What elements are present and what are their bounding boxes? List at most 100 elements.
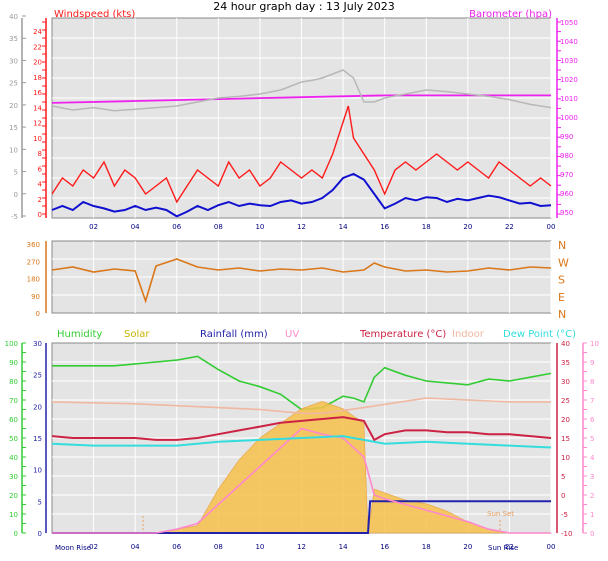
- wind-series-pressure: [51, 94, 551, 104]
- barometer-tick-label: 1020: [560, 76, 578, 84]
- direction-compass-label: N: [558, 239, 566, 252]
- direction-series: [51, 258, 552, 304]
- wind-outer-tick-label: 0: [14, 191, 18, 199]
- wind-x-tick-label: 08: [214, 223, 223, 231]
- series-dew-point-c-: [51, 435, 552, 449]
- series-uv: [52, 427, 551, 534]
- humidity-tick-label: 20: [9, 492, 18, 500]
- rainfall-tick-label: 0: [38, 530, 42, 538]
- wind-x-tick-label: 16: [380, 223, 389, 231]
- uv-tick-label: 4: [590, 454, 595, 462]
- wind-speed-tick-label: 0: [38, 211, 42, 219]
- humidity-tick-label: 80: [9, 378, 18, 386]
- wind-x-tick-label: 06: [172, 223, 181, 231]
- barometer-tick-label: 950: [560, 209, 573, 217]
- temp-tick-label: 0: [561, 492, 565, 500]
- temp-tick-label: 15: [561, 435, 570, 443]
- wind-x-tick-label: 10: [255, 223, 264, 231]
- temp-tick-label: -10: [561, 530, 572, 538]
- wind-outer-tick-label: 40: [9, 13, 18, 21]
- legend-entry: Humidity: [57, 329, 102, 340]
- uv-tick-label: 10: [590, 340, 599, 348]
- temp-tick-label: 20: [561, 416, 570, 424]
- wind-x-tick-label: 20: [463, 223, 472, 231]
- temperature-x-tick-label: 22: [505, 543, 514, 551]
- direction-tick-label: 90: [31, 293, 40, 301]
- rainfall-tick-label: 5: [38, 498, 42, 506]
- temperature-x-tick-label: 16: [380, 543, 389, 551]
- uv-tick-label: 8: [590, 378, 594, 386]
- wind-x-tick-label: 22: [505, 223, 514, 231]
- wind-x-tick-label: 04: [131, 223, 140, 231]
- temperature-x-tick-label: 00: [547, 543, 556, 551]
- wind-speed-tick-label: 22: [33, 43, 42, 51]
- rainfall-tick-label: 15: [33, 435, 42, 443]
- temp-tick-label: -5: [561, 511, 568, 519]
- series-rainfall-mm-: [52, 500, 551, 534]
- wind-speed-tick-label: 4: [38, 181, 43, 189]
- humidity-tick-label: 60: [9, 416, 18, 424]
- temperature-x-tick-label: 04: [131, 543, 140, 551]
- temp-tick-label: 40: [561, 340, 570, 348]
- humidity-tick-label: 40: [9, 454, 18, 462]
- uv-tick-label: 0: [590, 530, 594, 538]
- direction-compass-label: N: [558, 308, 566, 321]
- barometer-tick-label: 1050: [560, 19, 578, 27]
- moon-rise-label: Moon Rise: [55, 544, 91, 552]
- temperature-x-tick-label: 14: [339, 543, 348, 551]
- chart-title: 24 hour graph day : 13 July 2023: [213, 0, 395, 13]
- wind-x-tick-label: 00: [547, 223, 556, 231]
- uv-tick-label: 2: [590, 492, 594, 500]
- barometer-axis-title: Barometer (hpa): [469, 9, 552, 20]
- wind-speed-tick-label: 20: [33, 59, 42, 67]
- temperature-x-tick-label: 12: [297, 543, 306, 551]
- direction-compass-label: S: [558, 274, 565, 287]
- wind-speed-tick-label: 16: [33, 89, 42, 97]
- sun-rise-label: Sun Rise: [488, 544, 518, 552]
- wind-x-tick-label: 02: [89, 223, 98, 231]
- wind-speed-tick-label: 12: [33, 120, 42, 128]
- rainfall-tick-label: 10: [33, 467, 42, 475]
- humidity-tick-label: 50: [9, 435, 18, 443]
- wind-x-tick-label: 12: [297, 223, 306, 231]
- uv-tick-label: 7: [590, 397, 594, 405]
- sun-set-label: Sun Set: [487, 510, 514, 518]
- uv-tick-label: 1: [590, 511, 594, 519]
- humidity-tick-label: 0: [14, 530, 18, 538]
- barometer-tick-label: 1010: [560, 95, 578, 103]
- temperature-x-tick-label: 08: [214, 543, 223, 551]
- legend-entry: Rainfall (mm): [200, 329, 268, 340]
- direction-tick-label: 270: [27, 258, 40, 266]
- wind-outer-tick-label: 20: [9, 102, 18, 110]
- humidity-tick-label: 30: [9, 473, 18, 481]
- rainfall-tick-label: 30: [33, 340, 42, 348]
- uv-tick-label: 6: [590, 416, 595, 424]
- wind-speed-tick-label: 8: [38, 150, 42, 158]
- temperature-x-tick-label: 20: [463, 543, 472, 551]
- temp-tick-label: 10: [561, 454, 570, 462]
- humidity-tick-label: 70: [9, 397, 18, 405]
- wind-outer-tick-label: 10: [9, 146, 18, 154]
- wind-series-avg: [51, 172, 552, 218]
- uv-tick-label: 9: [590, 359, 594, 367]
- wind-x-tick-label: 14: [339, 223, 348, 231]
- barometer-tick-label: 1030: [560, 57, 578, 65]
- temperature-x-tick-label: 18: [422, 543, 431, 551]
- barometer-tick-label: 960: [560, 190, 573, 198]
- series-indoor: [51, 397, 551, 415]
- barometer-tick-label: 1040: [560, 38, 578, 46]
- barometer-tick-label: 990: [560, 133, 573, 141]
- humidity-tick-label: 90: [9, 359, 18, 367]
- legend-entry: Temperature (°C): [359, 329, 446, 340]
- legend-entry: UV: [285, 329, 299, 340]
- series-temperature-c-: [51, 416, 552, 442]
- wind-outer-tick-label: 25: [9, 80, 18, 88]
- windspeed-axis-title: Windspeed (kts): [54, 9, 135, 20]
- temp-tick-label: 5: [561, 473, 565, 481]
- direction-tick-label: 0: [36, 310, 40, 318]
- temp-tick-label: 25: [561, 397, 570, 405]
- wind-speed-tick-label: 14: [33, 104, 42, 112]
- uv-tick-label: 5: [590, 435, 594, 443]
- wind-outer-tick-label: 30: [9, 57, 18, 65]
